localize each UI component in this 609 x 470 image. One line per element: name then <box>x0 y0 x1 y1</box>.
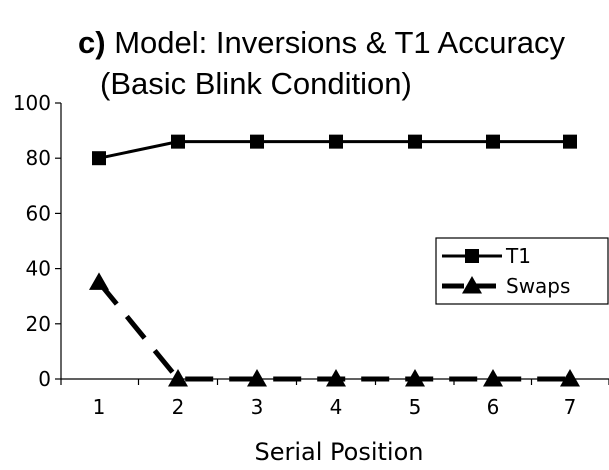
x-tick-label: 3 <box>251 395 264 419</box>
x-tick-label: 2 <box>172 395 185 419</box>
legend: T1 Swaps <box>435 237 609 305</box>
data-point-swaps <box>168 369 188 387</box>
data-point-swaps <box>405 369 425 387</box>
y-tick-label: 80 <box>26 146 51 170</box>
data-point-swaps <box>483 369 503 387</box>
data-point-t1 <box>250 134 264 149</box>
data-point-t1 <box>171 134 185 149</box>
legend-marker-swaps <box>462 276 482 294</box>
x-tick-label: 6 <box>487 395 500 419</box>
x-tick-label: 4 <box>330 395 343 419</box>
y-tick-label: 0 <box>38 367 51 391</box>
x-axis: 1 2 3 4 5 6 7 <box>60 378 609 419</box>
chart-subtitle: (Basic Blink Condition) <box>100 66 412 101</box>
x-tick-label: 1 <box>93 395 106 419</box>
y-tick-label: 20 <box>26 312 51 336</box>
data-point-swaps <box>326 369 346 387</box>
data-point-t1 <box>563 134 577 149</box>
legend-marker-t1 <box>465 249 479 263</box>
data-point-t1 <box>92 151 106 166</box>
series-layer <box>89 134 580 387</box>
chart-title-line1: Model: Inversions & T1 Accuracy <box>106 25 566 60</box>
chart-title: c) Model: Inversions & T1 Accuracy <box>78 25 566 60</box>
data-point-t1 <box>408 134 422 149</box>
y-tick-label: 40 <box>26 257 51 281</box>
y-tick-label: 100 <box>13 91 51 115</box>
chart-title-prefix: c) <box>78 25 106 60</box>
x-tick-label: 7 <box>564 395 577 419</box>
series-t1 <box>92 134 577 166</box>
series-swaps <box>89 272 580 387</box>
data-point-t1 <box>486 134 500 149</box>
data-point-swaps <box>89 272 109 290</box>
data-point-t1 <box>329 134 343 149</box>
y-tick-label: 60 <box>26 201 51 225</box>
x-tick-label: 5 <box>409 395 422 419</box>
y-axis: 0 20 40 60 80 100 <box>13 91 62 391</box>
data-point-swaps <box>247 369 267 387</box>
x-axis-label: Serial Position <box>255 438 424 466</box>
legend-label-t1: T1 <box>505 244 531 268</box>
data-point-swaps <box>560 369 580 387</box>
legend-label-swaps: Swaps <box>506 274 570 298</box>
